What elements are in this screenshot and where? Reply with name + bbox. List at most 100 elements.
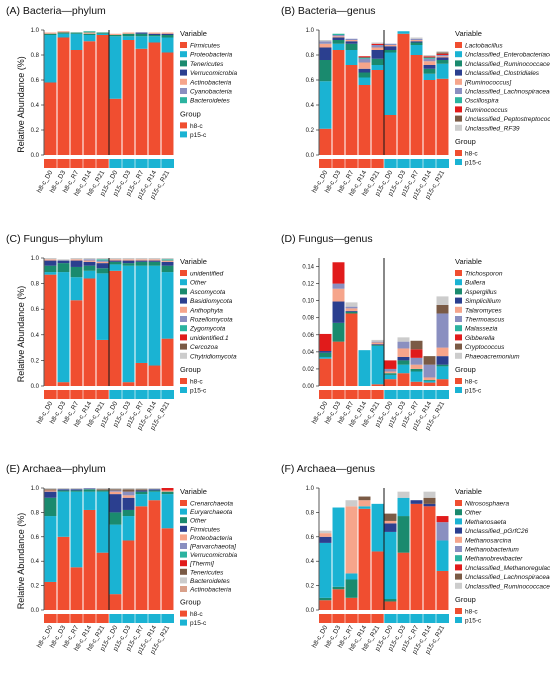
legend-swatch <box>180 586 187 592</box>
y-tick-label: 0.6 <box>306 78 315 84</box>
bar-segment <box>96 258 109 260</box>
y-tick-label: 0.2 <box>306 584 315 590</box>
bar-segment <box>423 80 436 155</box>
bar-segment <box>122 497 135 510</box>
bar-segment <box>371 58 384 65</box>
bar-segment <box>384 115 397 155</box>
group-strip-cell <box>436 159 449 168</box>
bar-segment <box>109 36 122 99</box>
bar-segment <box>122 495 135 498</box>
bar-segment <box>384 371 397 374</box>
bar-segment <box>397 31 410 34</box>
legend-swatch <box>180 577 187 584</box>
legend-item: Nitrososphaera <box>465 501 509 508</box>
y-tick-label: 1.0 <box>306 486 315 492</box>
bar-segment <box>57 260 70 264</box>
bar-segment <box>96 32 109 34</box>
legend-item: Unclassified_RF39 <box>465 125 520 132</box>
bar-segment <box>161 488 174 491</box>
legend-item: Thermoascus <box>465 317 505 324</box>
legend-title: Variable <box>180 487 207 496</box>
bar-segment <box>109 261 122 265</box>
legend-item: Unclassified_Peptostreptococcaceae <box>465 116 550 123</box>
bar-segment <box>410 381 423 386</box>
bar-segment <box>148 500 161 610</box>
bar-segment <box>358 58 371 63</box>
bar-segment <box>319 530 332 534</box>
bar-segment <box>122 491 135 496</box>
bar-segment <box>109 488 122 490</box>
group-strip-cell <box>332 614 345 623</box>
legend-swatch <box>180 270 187 276</box>
y-tick-label: 0.6 <box>31 535 40 541</box>
bar-segment <box>436 313 449 348</box>
bar-segment <box>57 263 70 273</box>
legend-swatch <box>455 106 462 113</box>
legend-swatch <box>455 536 462 543</box>
group-strip-cell <box>122 159 135 168</box>
bar-segment <box>44 35 57 83</box>
bar-segment <box>122 516 135 541</box>
y-tick-label: 0.8 <box>306 510 315 516</box>
legend-swatch <box>455 88 462 94</box>
legend-item: Chytridiomycota <box>190 353 237 360</box>
legend-item: Firmicutes <box>190 43 221 50</box>
bar-segment <box>332 301 345 323</box>
bar-segment <box>410 45 423 55</box>
bar-segment <box>135 258 148 260</box>
legend-title: Variable <box>455 487 482 496</box>
legend-swatch <box>455 279 462 286</box>
legend-swatch <box>180 543 187 549</box>
group-strip-cell <box>57 390 70 399</box>
bar-segment <box>332 40 345 44</box>
group-strip-cell <box>436 390 449 399</box>
legend-swatch <box>180 560 187 567</box>
bar-segment <box>436 52 449 54</box>
bar-segment <box>410 40 423 42</box>
bar-segment <box>109 260 122 262</box>
bar-segment <box>358 506 371 509</box>
bar-segment <box>410 42 423 45</box>
bar-segment <box>397 491 410 498</box>
bar-segment <box>410 340 423 350</box>
bar-segment <box>358 350 371 386</box>
bar-segment <box>122 265 135 383</box>
bar-segment <box>384 531 397 600</box>
bar-segment <box>70 489 83 491</box>
bar-segment <box>44 516 57 582</box>
bar-segment <box>96 491 109 553</box>
bar-segment <box>83 261 96 266</box>
bar-segment <box>148 32 161 34</box>
legend-swatch <box>180 69 187 76</box>
bar-segment <box>319 352 332 357</box>
bar-segment <box>161 260 174 262</box>
bar-segment <box>135 33 148 37</box>
bar-segment <box>332 36 345 38</box>
legend-swatch <box>455 334 462 341</box>
bar-segment <box>436 540 449 571</box>
legend-item: Aspergillus <box>464 289 498 296</box>
legend-item: Tenericutes <box>190 569 224 576</box>
group-legend-item: p15-c <box>190 132 207 139</box>
legend-swatch <box>180 343 187 350</box>
bar-segment <box>319 128 332 155</box>
bar-segment <box>44 491 57 498</box>
bar-segment <box>44 265 57 273</box>
bar-segment <box>384 50 397 53</box>
legend-item: Methanosaeta <box>465 519 507 526</box>
bar-segment <box>161 33 174 35</box>
bar-segment <box>332 35 345 37</box>
bar-segment <box>436 63 449 79</box>
y-tick-label: 0.4 <box>306 103 315 109</box>
bar-segment <box>109 524 122 595</box>
panel-title: (A) Bacteria—phylum <box>6 5 106 17</box>
legend-item: Bacteroidetes <box>190 578 230 585</box>
panel-title: (B) Bacteria—genus <box>281 5 376 17</box>
legend-swatch <box>455 555 462 562</box>
bar-segment <box>109 494 122 513</box>
legend-item: unidentified <box>190 271 224 278</box>
bar-segment <box>436 516 449 523</box>
bar-segment <box>358 500 371 507</box>
bar-segment <box>122 259 135 261</box>
bar-segment <box>148 259 161 261</box>
